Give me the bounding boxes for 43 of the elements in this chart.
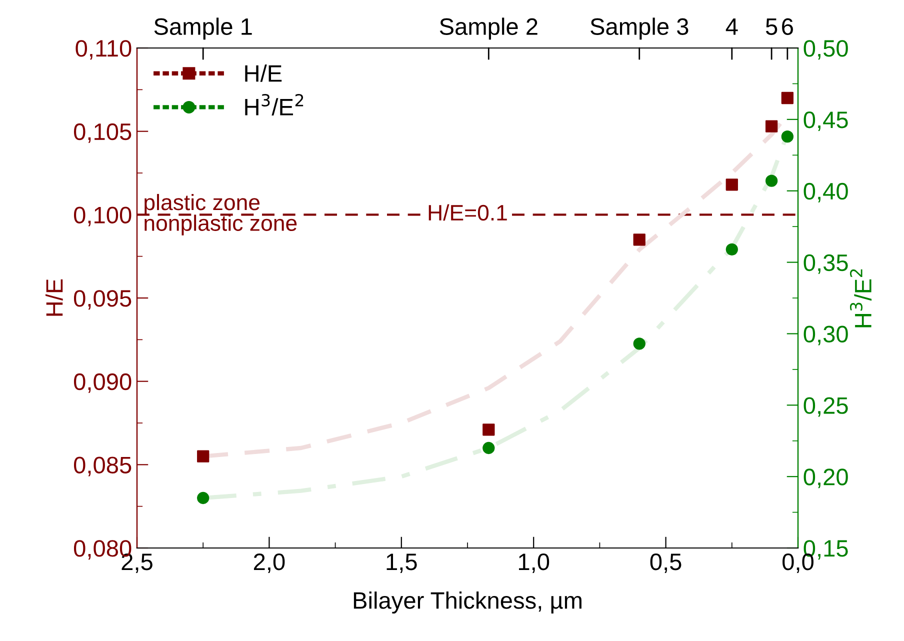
y-tick-label: 0,110 bbox=[76, 40, 132, 60]
annotation: plastic zone bbox=[144, 194, 260, 215]
y-tick-label: 0,100 bbox=[74, 206, 132, 226]
y2-tick-label: 0,20 bbox=[804, 468, 848, 488]
annotation: Sample 3 bbox=[590, 18, 688, 40]
legend-label: H/E bbox=[245, 64, 282, 82]
y2-tick-label: 0,40 bbox=[804, 182, 848, 202]
point bbox=[633, 234, 646, 246]
legend-label: H$^{3}$/E$^{2}$ bbox=[245, 94, 304, 116]
point bbox=[482, 442, 495, 454]
ref-line-label: H/E=0.1 bbox=[428, 204, 507, 221]
x-tick-label: 2,0 bbox=[254, 553, 285, 573]
x-tick-label: 1,5 bbox=[386, 554, 417, 573]
point bbox=[765, 174, 778, 187]
point bbox=[781, 92, 794, 104]
annotation: Sample 1 bbox=[154, 18, 252, 40]
y2-tick-label: 0,35 bbox=[804, 254, 848, 274]
point bbox=[197, 492, 210, 504]
y-tick-label: 0,095 bbox=[74, 290, 132, 310]
y-tick-label: 0,105 bbox=[74, 123, 132, 143]
y-tick-label: 0,085 bbox=[74, 456, 132, 476]
y2-axis-title: H$^{3}$/E$^{2}$ bbox=[850, 269, 872, 328]
y2-tick-label: 0,25 bbox=[804, 397, 848, 417]
point bbox=[726, 178, 738, 191]
x-axis-title: Bilayer Thickness, µm bbox=[354, 592, 582, 614]
point bbox=[781, 130, 794, 143]
y2-tick-label: 0,50 bbox=[804, 40, 848, 60]
x-tick-label: 1,0 bbox=[518, 553, 550, 573]
point bbox=[726, 243, 738, 256]
annotation: nonplastic zone bbox=[144, 214, 297, 236]
y-axis-title: H/E bbox=[45, 279, 63, 316]
annotation: 6 bbox=[782, 18, 793, 35]
y-tick-label: 0,090 bbox=[74, 373, 132, 393]
point bbox=[197, 450, 210, 462]
point bbox=[482, 424, 495, 436]
point bbox=[765, 120, 778, 132]
annotation: 5 bbox=[766, 18, 778, 35]
annotation: 4 bbox=[726, 18, 738, 35]
annotation: Sample 2 bbox=[440, 18, 538, 40]
point bbox=[633, 338, 646, 350]
y2-tick-label: 0,30 bbox=[804, 326, 848, 346]
x-tick-label: 0,5 bbox=[650, 553, 682, 573]
y2-tick-label: 0,45 bbox=[804, 111, 848, 132]
